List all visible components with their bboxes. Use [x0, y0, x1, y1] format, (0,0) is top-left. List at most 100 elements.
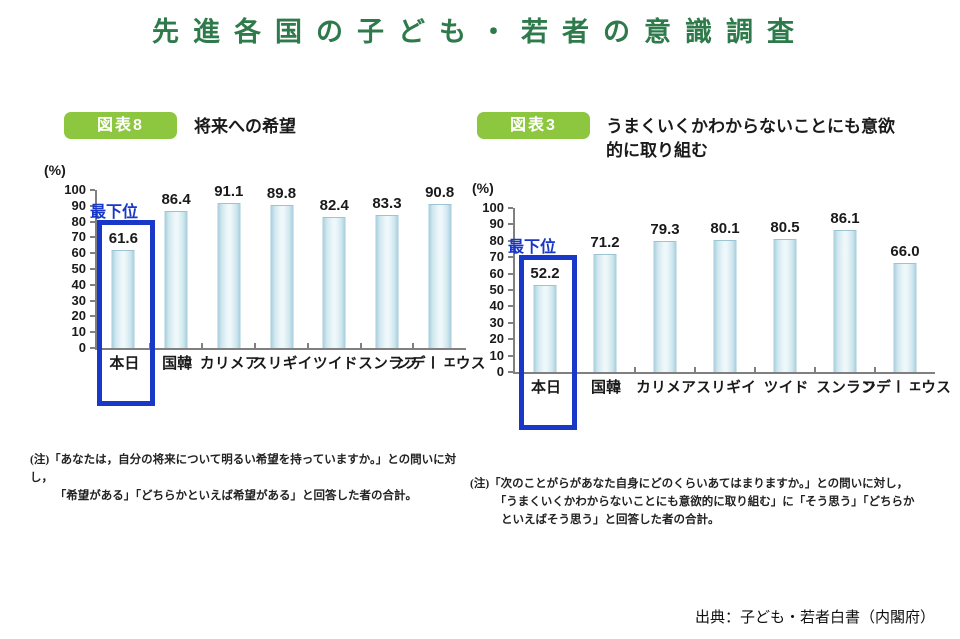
bar-value-label: 86.4 [161, 190, 191, 208]
bar-value-label: 82.4 [319, 196, 349, 214]
y-tick-label: 50 [71, 261, 86, 276]
y-tick-mark [90, 299, 95, 302]
chart-bar [322, 216, 346, 348]
y-tick-label: 90 [489, 216, 504, 232]
source-citation: 出典：子ども・若者白書（内閣府） [694, 609, 935, 626]
category-label: イギリス [694, 379, 756, 397]
category-label: 韓国 [160, 355, 193, 373]
y-tick-label: 100 [64, 182, 86, 197]
chart-column: 82.4 ドイツ [308, 190, 362, 373]
category-label: アメリカ [634, 379, 696, 397]
chart-bar [533, 285, 557, 372]
y-tick-mark [90, 268, 95, 270]
y-tick-label: 10 [71, 324, 86, 340]
chart-title: うまくいくかわからないことにも意欲的に取り組む [606, 117, 895, 160]
y-axis: 0 10 20 30 40 50 60 70 80 90 100 [470, 200, 513, 379]
note-line: 「うまくいくかわからないことにも意欲的に取り組む」に「そう思う」「どちらか [494, 495, 915, 508]
category-label: アメリカ [197, 355, 260, 373]
chart-column: 80.1 イギリス [694, 208, 756, 397]
category-label: スウェーデン [393, 355, 486, 373]
y-tick-label: 60 [71, 245, 86, 261]
y-tick-mark [90, 331, 95, 334]
bar-value-label: 83.3 [372, 195, 402, 213]
chart-header: 図表3 うまくいくかわからないことにも意欲的に取り組む [470, 112, 948, 163]
chart-column: 61.6 日本 最下位 [90, 190, 156, 406]
bar-value-label: 71.2 [590, 234, 620, 252]
chart-bar [653, 240, 677, 372]
category-label: スウェーデン [859, 379, 951, 397]
chart-title: 将来への希望 [194, 117, 296, 136]
chart-bar [111, 249, 135, 348]
y-tick-mark [508, 354, 513, 357]
category-label: フランス [814, 379, 876, 397]
page-title: 先進各国の子ども・若者の意識調査 [152, 17, 808, 47]
y-tick-mark [90, 252, 95, 255]
y-tick-label: 0 [78, 340, 86, 355]
note-line: 「希望がある」「どちらかといえば希望がある」と回答した者の合計。 [54, 489, 417, 502]
figure-number-badge: 図表3 [477, 112, 590, 139]
y-tick-label: 80 [71, 213, 86, 229]
y-tick-mark [508, 272, 513, 275]
y-tick-label: 30 [489, 314, 504, 330]
y-axis-unit-label: (%) [44, 162, 66, 178]
y-axis-unit-label: (%) [472, 180, 494, 196]
lowest-rank-annotation: 最下位 [508, 239, 557, 257]
y-tick-label: 80 [489, 232, 504, 248]
category-label: 韓国 [589, 379, 621, 397]
y-tick-label: 20 [71, 308, 86, 324]
bar-value-label: 52.2 [530, 265, 560, 283]
y-tick-mark [508, 256, 513, 259]
y-tick-mark [508, 207, 513, 209]
y-tick-label: 40 [489, 298, 504, 314]
plot-area: 61.6 日本 最下位 86.4 韓国 91.1 アメリカ 89.8 イギリス 82.4 ドイツ 83… [90, 183, 486, 406]
chart-column: 79.3 アメリカ [634, 208, 696, 397]
chart-bar [593, 254, 617, 372]
bar-value-label: 66.0 [890, 242, 920, 260]
category-label: イギリス [250, 355, 313, 373]
bar-value-label: 89.8 [266, 185, 297, 203]
note: (注)「次のことがらがあなた自身にどのくらいあてはまりますか。」との問いに対し，… [470, 476, 948, 529]
y-tick-mark [90, 283, 95, 286]
chart-column: 90.8 スウェーデン [394, 184, 486, 373]
chart-bar [164, 210, 188, 348]
note: (注)「あなたは，自分の将来について明るい希望を持っていますか。」との問いに対し… [30, 452, 466, 505]
figure-number-badge: 図表8 [64, 112, 177, 139]
chart-panel-right: 図表3 うまくいくかわからないことにも意欲的に取り組む (%) 0 10 20 30 4… [470, 112, 951, 526]
y-tick-label: 60 [489, 265, 504, 281]
chart-column: 80.5 ドイツ [755, 208, 816, 397]
y-tick-mark [508, 305, 513, 308]
bar-value-label: 79.3 [650, 220, 680, 238]
category-label: 日本 [107, 355, 140, 373]
y-tick-mark [508, 239, 513, 242]
chart-header: 図表8 将来への希望 [30, 112, 466, 139]
y-tick-mark [508, 371, 513, 373]
chart-bar [773, 238, 797, 372]
category-label: 日本 [529, 379, 561, 397]
y-axis: 0 10 20 30 40 50 60 70 80 90 100 [30, 182, 95, 355]
chart-column: 83.3 フランス [356, 190, 418, 373]
chart-bar [713, 239, 737, 372]
chart-column: 86.1 フランス [814, 208, 876, 397]
chart-panel-left: 図表8 将来への希望 (%) 0 10 20 30 40 50 60 70 80 90 100 61… [30, 112, 486, 502]
y-tick-mark [90, 236, 95, 239]
bar-value-label: 86.1 [830, 209, 860, 227]
y-tick-mark [508, 338, 513, 341]
category-label: フランス [355, 355, 418, 373]
y-tick-label: 20 [489, 331, 504, 347]
chart-column: 66.0 スウェーデン [859, 208, 951, 397]
y-tick-label: 70 [71, 229, 86, 245]
y-tick-mark [508, 321, 513, 324]
plot-area: 52.2 日本 最下位 71.2 韓国 79.3 アメリカ 80.1 イギリス 80.5 ドイツ 86… [508, 208, 951, 430]
y-tick-mark [90, 315, 95, 318]
category-label: ドイツ [310, 355, 358, 373]
bar-value-label: 80.1 [710, 219, 740, 237]
chart-column: 86.4 韓国 [150, 190, 204, 373]
chart-column: 71.2 韓国 [575, 208, 636, 397]
y-tick-label: 90 [71, 197, 86, 213]
chart-bar [428, 203, 452, 348]
y-tick-mark [508, 223, 513, 226]
y-tick-mark [90, 220, 95, 223]
note-line: といえばそう思う」と回答した者の合計。 [501, 513, 720, 526]
y-tick-label: 10 [489, 347, 504, 363]
